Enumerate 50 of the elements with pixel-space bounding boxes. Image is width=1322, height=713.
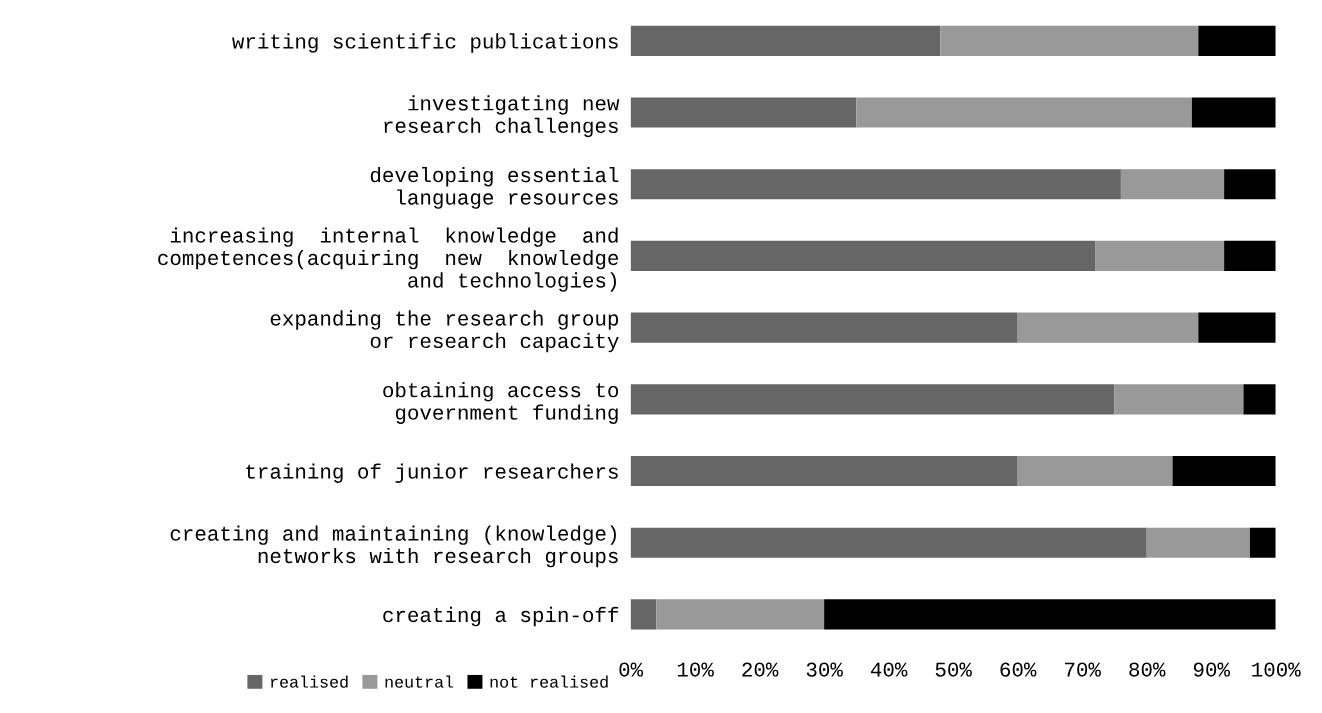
bar [1198, 312, 1276, 343]
x-tick-label: 50% [935, 662, 972, 677]
y-tick-label: creating a spin-off [383, 606, 619, 627]
x-tick-label: 30% [806, 662, 843, 677]
x-tick-label: 80% [1129, 662, 1166, 677]
bar [1146, 527, 1250, 558]
bar [630, 240, 1096, 271]
bar [1017, 455, 1173, 487]
bar [630, 599, 657, 630]
y-tick-label: writing scientific publications [232, 33, 618, 53]
bar [1224, 169, 1276, 200]
bar [1198, 25, 1276, 56]
y-tick-label: developing essential language resources [370, 166, 619, 209]
bar [1224, 240, 1276, 271]
x-tick-label: 10% [677, 662, 714, 677]
x-tick-label: 70% [1065, 662, 1101, 677]
legend-label: neutral [385, 675, 454, 688]
bar [1249, 527, 1276, 558]
bar [1114, 384, 1244, 415]
y-tick-label: investigating new research challenges [384, 95, 620, 138]
bar [630, 527, 1147, 558]
bar [630, 312, 1018, 343]
y-tick-label: creating and maintaining (knowledge) networks with research groups [170, 525, 618, 568]
bar [630, 97, 857, 128]
bar [856, 97, 1192, 128]
bar [824, 599, 1276, 630]
x-tick-label: 20% [742, 662, 779, 677]
x-tick-label: 0% [619, 662, 644, 677]
bar [630, 25, 941, 56]
bar [630, 169, 1121, 200]
bar [1095, 240, 1225, 271]
legend-label: realised [271, 675, 348, 688]
bar [1243, 384, 1276, 415]
legend-label: not realised [490, 675, 608, 688]
y-tick-label: expanding the research group or research capacity [270, 310, 619, 353]
y-tick-label: increasing internal knowledge and competences(acquiring new knowledge and technologies) [158, 227, 619, 292]
bar [630, 384, 1115, 415]
x-tick-label: 40% [870, 662, 908, 677]
bar [1191, 97, 1276, 128]
bar [1017, 312, 1199, 343]
y-tick-label: training of junior researchers [246, 463, 618, 483]
y-tick-label: obtaining access to government funding [383, 382, 619, 424]
bar [1120, 169, 1225, 200]
bar [630, 455, 1018, 487]
bar [940, 25, 1199, 56]
x-tick-label: 60% [1000, 662, 1037, 677]
bar [1172, 455, 1276, 487]
x-tick-label: 90% [1193, 662, 1230, 677]
x-tick-label: 100% [1252, 662, 1301, 677]
bar [656, 599, 825, 630]
